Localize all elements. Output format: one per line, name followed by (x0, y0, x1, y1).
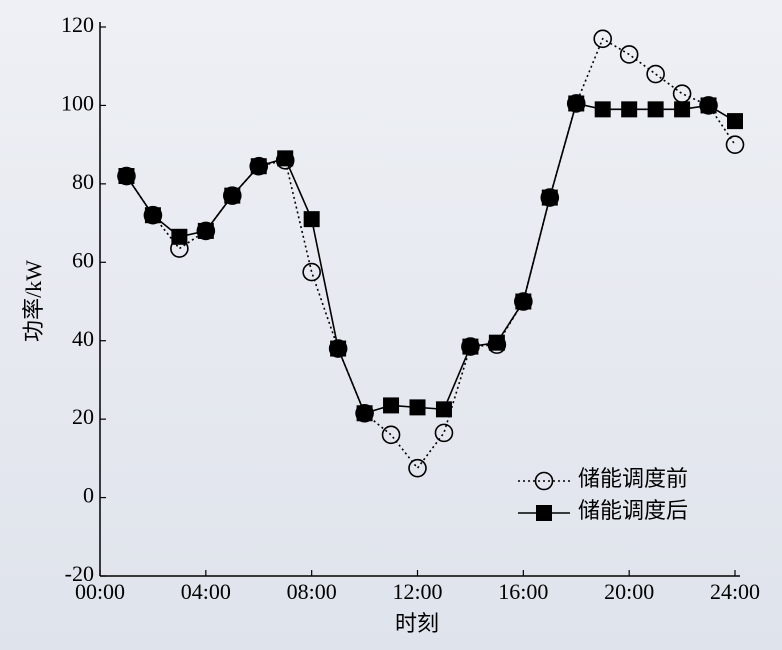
marker-square (727, 113, 743, 130)
marker-square (594, 101, 611, 118)
marker-square (277, 150, 294, 167)
marker-square (568, 95, 585, 112)
x-tick-label: 08:00 (287, 579, 337, 604)
marker-circle (725, 135, 745, 154)
y-tick-label: 120 (61, 12, 94, 37)
marker-square (488, 334, 505, 351)
marker-circle (328, 339, 348, 358)
legend-label: 储能调度前 (578, 466, 688, 491)
marker-square (674, 101, 691, 118)
marker-square (330, 340, 347, 357)
marker-circle (566, 94, 586, 113)
series-line (125, 37, 736, 470)
marker-square (435, 401, 452, 418)
marker-square (515, 293, 532, 310)
marker-circle (540, 188, 560, 207)
marker-circle (355, 403, 374, 423)
marker-circle (619, 45, 639, 64)
y-tick-label: 60 (72, 247, 94, 272)
marker-square (383, 397, 400, 414)
marker-circle (461, 337, 480, 356)
x-tick-label: 20:00 (604, 579, 654, 604)
marker-circle (117, 166, 136, 186)
legend-marker (534, 471, 554, 491)
x-tick-label: 16:00 (498, 579, 548, 604)
y-tick-label: 100 (61, 90, 94, 115)
series-line (125, 102, 736, 415)
marker-square (621, 101, 638, 118)
marker-square (224, 187, 241, 204)
marker-square (144, 207, 161, 224)
marker-square (647, 101, 664, 118)
legend-marker (536, 505, 552, 521)
marker-square (171, 228, 188, 245)
marker-square (250, 158, 267, 175)
marker-square (303, 211, 320, 228)
marker-circle (514, 292, 533, 311)
y-tick-label: 0 (83, 483, 94, 508)
marker-circle (672, 84, 692, 103)
y-tick-label: 40 (72, 326, 94, 351)
marker-circle (143, 205, 163, 225)
y-tick-label: 20 (72, 404, 94, 429)
x-tick-label: 00:00 (75, 579, 125, 604)
marker-circle (249, 156, 269, 176)
x-tick-label: 04:00 (181, 579, 231, 604)
marker-circle (408, 458, 427, 478)
y-tick-label: -20 (65, 561, 94, 586)
marker-circle (302, 262, 321, 282)
marker-circle (593, 29, 613, 49)
marker-circle (434, 423, 454, 443)
marker-circle (381, 425, 401, 445)
marker-circle (222, 186, 242, 205)
y-axis-label: 功率/kW (21, 260, 46, 342)
marker-square (541, 189, 558, 206)
marker-square (118, 168, 135, 185)
y-tick-label: 80 (72, 169, 94, 194)
marker-circle (699, 96, 718, 115)
legend-label: 储能调度后 (578, 498, 688, 523)
marker-square (197, 222, 214, 239)
marker-square (409, 399, 426, 416)
marker-circle (196, 221, 216, 241)
marker-square (700, 97, 717, 114)
x-tick-label: 12:00 (392, 579, 442, 604)
marker-square (356, 405, 373, 422)
marker-circle (646, 64, 665, 84)
x-axis-label: 时刻 (395, 611, 439, 636)
marker-square (462, 338, 479, 355)
x-tick-label: 24:00 (710, 579, 760, 604)
